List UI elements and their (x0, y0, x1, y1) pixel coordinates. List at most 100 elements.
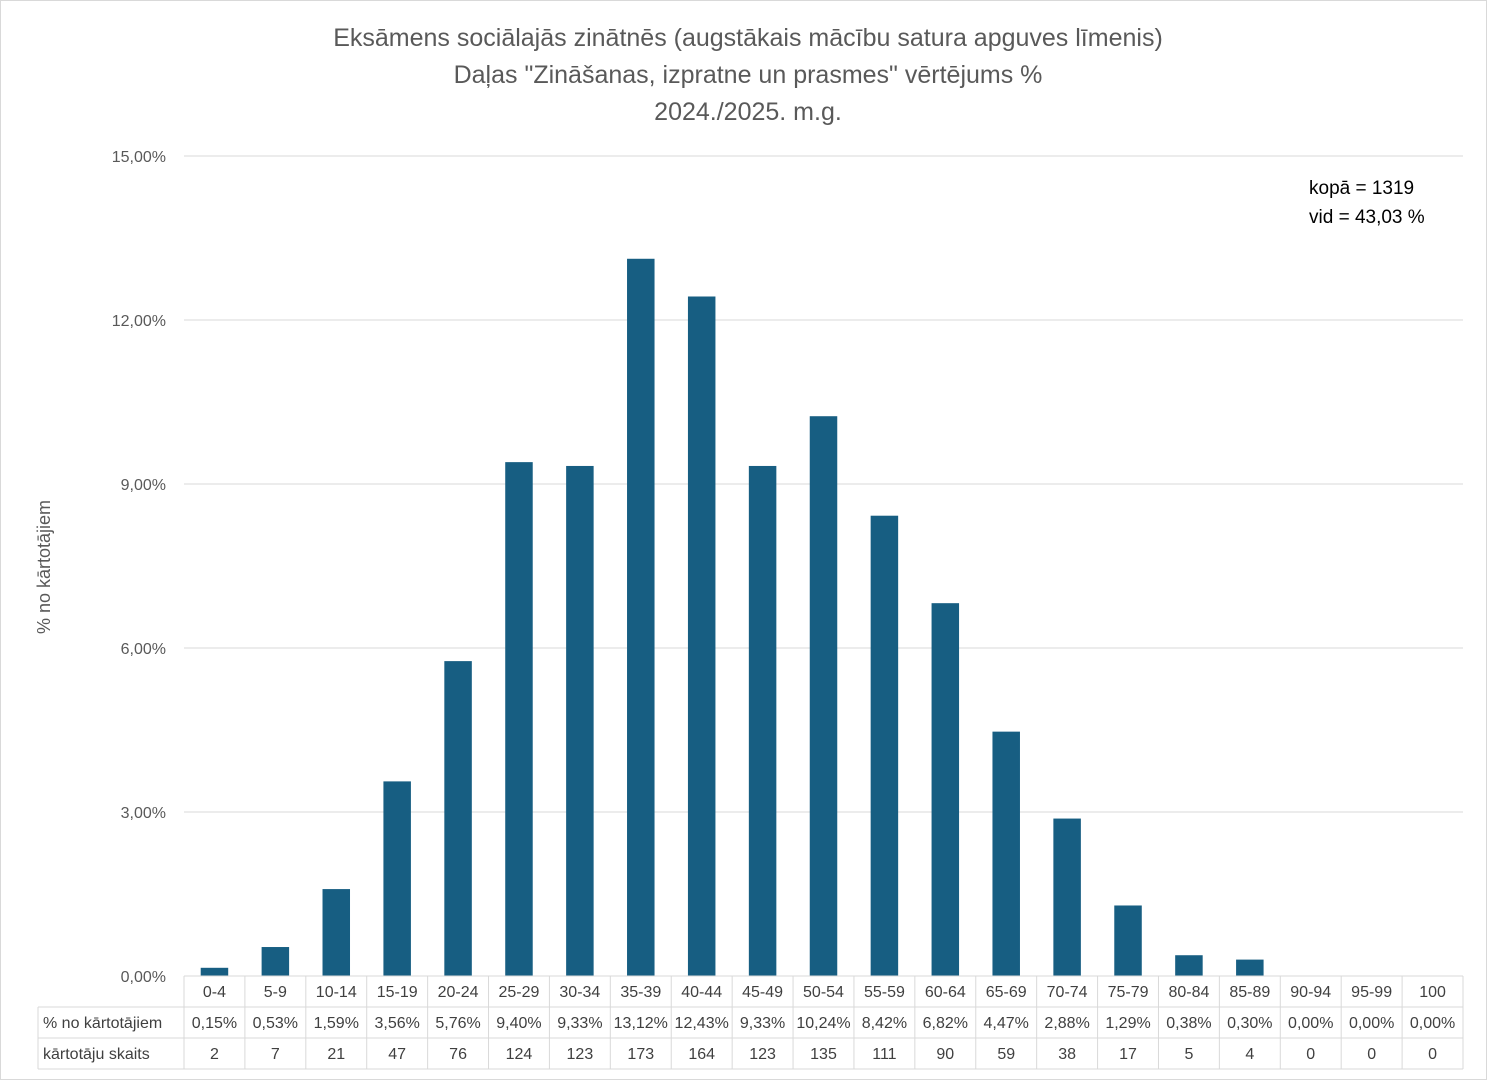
table-cell: 59 (997, 1046, 1015, 1063)
table-cell: 12,43% (675, 1015, 729, 1032)
y-tick-label: 15,00% (112, 149, 166, 166)
category-label: 50-54 (803, 984, 844, 1001)
category-label: 10-14 (316, 984, 357, 1001)
table-cell: 0,15% (192, 1015, 237, 1032)
category-label: 60-64 (925, 984, 966, 1001)
annotation-line: vid = 43,03 % (1309, 207, 1425, 228)
table-cell: 4 (1245, 1046, 1254, 1063)
category-label: 40-44 (681, 984, 722, 1001)
table-cell: 0 (1367, 1046, 1376, 1063)
table-cell: 9,33% (557, 1015, 602, 1032)
table-cell: 7 (271, 1046, 280, 1063)
table-row-label: kārtotāju skaits (43, 1046, 150, 1063)
category-label: 75-79 (1108, 984, 1149, 1001)
table-cell: 135 (810, 1046, 837, 1063)
category-label: 20-24 (438, 984, 479, 1001)
bar (809, 416, 838, 976)
table-cell: 3,56% (374, 1015, 419, 1032)
table-cell: 0,00% (1410, 1015, 1455, 1032)
bar (931, 603, 960, 976)
bar (383, 781, 411, 976)
bar (748, 465, 777, 976)
category-label: 55-59 (864, 984, 905, 1001)
category-label: 30-34 (559, 984, 600, 1001)
table-cell: 2,88% (1044, 1015, 1089, 1032)
category-label: 80-84 (1168, 984, 1209, 1001)
table-cell: 9,33% (740, 1015, 785, 1032)
annotation-line: kopā = 1319 (1309, 178, 1414, 199)
table-cell: 5,76% (435, 1015, 480, 1032)
bar (566, 465, 594, 976)
bar (200, 967, 229, 976)
table-cell: 173 (627, 1046, 654, 1063)
category-label: 25-29 (499, 984, 540, 1001)
y-tick-label: 12,00% (112, 313, 166, 330)
table-cell: 38 (1058, 1046, 1076, 1063)
bar (687, 296, 716, 976)
table-cell: 76 (449, 1046, 467, 1063)
table-row-label: % no kārtotājiem (43, 1015, 162, 1032)
table-cell: 164 (688, 1046, 715, 1063)
table-cell: 1,29% (1105, 1015, 1150, 1032)
category-label: 85-89 (1229, 984, 1270, 1001)
bar (322, 889, 351, 976)
table-cell: 5 (1184, 1046, 1193, 1063)
y-tick-label: 9,00% (121, 477, 166, 494)
bars (200, 258, 1264, 977)
table-cell: 0,53% (253, 1015, 298, 1032)
bar (627, 258, 655, 977)
bar (261, 947, 290, 976)
table-cell: 21 (327, 1046, 345, 1063)
category-label: 90-94 (1290, 984, 1331, 1001)
y-tick-label: 6,00% (121, 641, 166, 658)
table-cell: 0 (1428, 1046, 1437, 1063)
bar (1114, 905, 1142, 976)
table-cell: 9,40% (496, 1015, 541, 1032)
table-cell: 17 (1119, 1046, 1137, 1063)
category-label: 65-69 (986, 984, 1027, 1001)
table-cell: 2 (210, 1046, 219, 1063)
y-axis-label: % no kārtotājiem (34, 500, 54, 634)
category-label: 0-4 (203, 984, 226, 1001)
table-cell: 0,30% (1227, 1015, 1272, 1032)
table-cell: 13,12% (614, 1015, 668, 1032)
title-line: 2024./2025. m.g. (654, 98, 842, 126)
table-cell: 8,42% (862, 1015, 907, 1032)
table-cell: 10,24% (796, 1015, 850, 1032)
table-cell: 47 (388, 1046, 406, 1063)
y-tick-label: 0,00% (121, 969, 166, 986)
summary-annotation: kopā = 1319 vid = 43,03 % (1309, 178, 1425, 228)
table-cell: 0,38% (1166, 1015, 1211, 1032)
table-cell: 1,59% (314, 1015, 359, 1032)
bar (1236, 959, 1264, 976)
chart-title: Eksāmens sociālajās zinātnēs (augstākais… (333, 24, 1163, 126)
table-cell: 90 (936, 1046, 954, 1063)
table-cell: 0,00% (1288, 1015, 1333, 1032)
bar (444, 661, 472, 976)
category-label: 45-49 (742, 984, 783, 1001)
category-label: 5-9 (264, 984, 287, 1001)
bar (992, 731, 1020, 976)
title-line: Eksāmens sociālajās zinātnēs (augstākais… (333, 24, 1163, 52)
category-label: 35-39 (620, 984, 661, 1001)
bar (1053, 818, 1081, 976)
bar (1175, 955, 1203, 976)
category-label: 70-74 (1047, 984, 1088, 1001)
bar (870, 515, 899, 976)
table-cell: 124 (506, 1046, 533, 1063)
table-cell: 6,82% (923, 1015, 968, 1032)
title-line: Daļas "Zināšanas, izpratne un prasmes" v… (454, 61, 1043, 89)
table-cell: 123 (567, 1046, 594, 1063)
table-cell: 0 (1306, 1046, 1315, 1063)
data-table: 0-4 5-9 10-14 15-19 20-24 25-29 30-34 35-39 40-4… (37, 975, 1464, 1070)
bar (505, 462, 533, 977)
table-cell: 0,00% (1349, 1015, 1394, 1032)
y-axis-ticks: 0,00% 3,00% 6,00% 9,00% 12,00% 15,00% (112, 149, 166, 986)
category-label: 15-19 (377, 984, 418, 1001)
y-tick-label: 3,00% (121, 805, 166, 822)
category-label: 100 (1419, 984, 1446, 1001)
table-cell: 123 (749, 1046, 776, 1063)
table-cell: 111 (872, 1046, 896, 1063)
